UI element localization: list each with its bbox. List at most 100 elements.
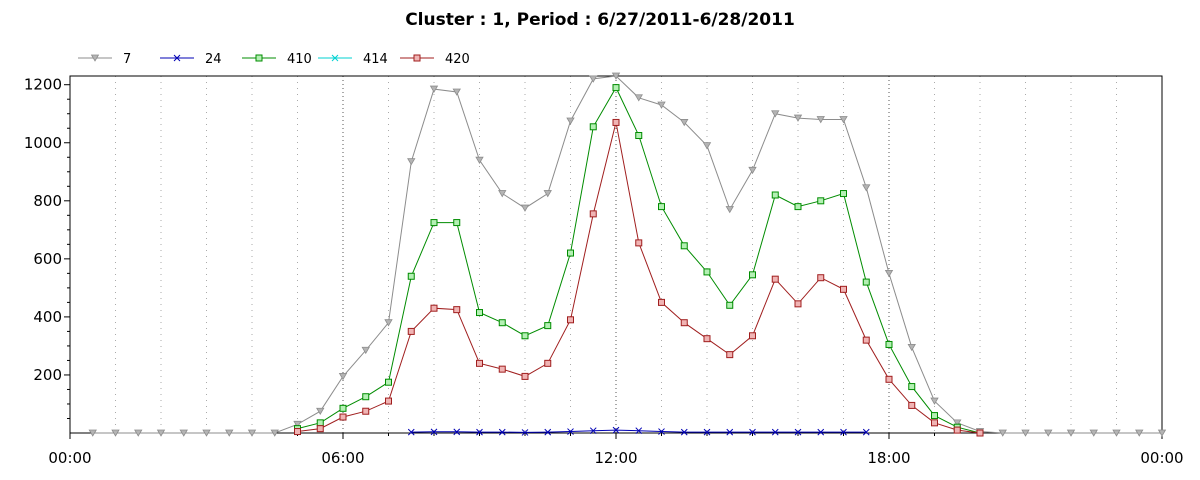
data-point	[794, 300, 802, 308]
data-point	[930, 397, 939, 405]
legend-item-414: 414	[318, 52, 388, 67]
data-point	[612, 426, 620, 434]
data-point	[225, 429, 234, 437]
data-point	[498, 319, 506, 327]
data-point	[635, 132, 643, 139]
data-point	[680, 428, 688, 436]
data-point	[771, 110, 780, 118]
data-point	[680, 242, 688, 250]
data-point	[884, 269, 894, 278]
data-point	[658, 203, 665, 211]
data-point	[908, 383, 916, 391]
data-point	[862, 278, 870, 286]
data-point	[521, 332, 529, 340]
data-point	[612, 84, 620, 92]
data-point	[361, 346, 370, 355]
data-point	[430, 428, 438, 436]
data-point	[953, 426, 961, 434]
data-point	[885, 375, 893, 383]
data-point	[657, 101, 666, 109]
data-point	[339, 413, 347, 421]
data-point	[749, 271, 756, 279]
x-tick-label: 12:00	[594, 449, 637, 467]
data-point	[339, 404, 347, 412]
legend-item-7: 7	[78, 52, 131, 67]
data-point	[453, 428, 461, 436]
series-line	[92, 75, 1162, 434]
data-point	[362, 393, 370, 401]
data-point	[452, 88, 461, 96]
data-point	[862, 428, 870, 436]
data-point	[840, 285, 847, 293]
data-point	[430, 219, 438, 227]
data-point	[413, 54, 421, 62]
data-point	[521, 429, 529, 436]
data-point	[476, 309, 483, 317]
data-point	[566, 117, 575, 125]
data-point	[202, 429, 211, 437]
grid-lines	[115, 76, 1117, 433]
legend-label: 24	[205, 52, 222, 67]
data-point	[635, 239, 643, 247]
plot-frame	[69, 75, 1163, 434]
data-point	[453, 219, 461, 227]
data-point	[771, 191, 779, 199]
data-point	[907, 343, 916, 352]
data-point	[270, 429, 279, 437]
data-point	[611, 72, 621, 80]
data-point	[680, 119, 689, 127]
data-point	[111, 429, 120, 437]
data-point	[173, 54, 181, 62]
x-tick-label: 18:00	[867, 449, 910, 467]
data-point	[156, 429, 166, 437]
y-tick-label: 1200	[24, 76, 62, 94]
series-420	[294, 118, 984, 437]
data-point	[793, 114, 803, 122]
chart-title: Cluster : 1, Period : 6/27/2011-6/28/201…	[405, 10, 795, 30]
data-point	[1021, 429, 1030, 437]
data-point	[726, 351, 734, 359]
data-point	[247, 429, 257, 437]
data-point	[658, 298, 665, 306]
data-point	[589, 75, 598, 83]
data-point	[840, 428, 847, 436]
data-point	[589, 210, 597, 218]
data-point	[703, 268, 711, 276]
data-point	[634, 94, 643, 102]
data-point	[612, 118, 620, 126]
series-7	[88, 72, 1167, 437]
data-point	[567, 316, 574, 324]
data-point	[589, 427, 597, 435]
data-point	[702, 142, 712, 150]
data-point	[794, 203, 802, 211]
legend-item-410: 410	[242, 52, 312, 67]
data-point	[1044, 429, 1053, 437]
series-group	[88, 72, 1167, 437]
x-tick-label: 00:00	[1140, 449, 1183, 467]
data-point	[1089, 429, 1098, 437]
data-point	[544, 428, 552, 436]
legend-label: 420	[445, 52, 470, 67]
data-point	[385, 378, 392, 386]
x-tick-label: 00:00	[48, 449, 91, 467]
data-point	[179, 429, 188, 437]
data-point	[931, 419, 938, 427]
legend-item-420: 420	[400, 52, 470, 67]
data-point	[771, 428, 779, 436]
data-point	[749, 332, 756, 340]
data-point	[316, 419, 324, 427]
data-point	[544, 359, 552, 367]
data-point	[816, 116, 825, 124]
data-point	[1066, 429, 1076, 437]
series-line	[297, 122, 981, 434]
data-point	[90, 54, 100, 62]
data-point	[293, 420, 302, 429]
data-point	[976, 429, 984, 437]
data-point	[134, 429, 143, 437]
data-point	[255, 54, 263, 62]
data-point	[703, 428, 711, 436]
data-point	[748, 166, 757, 175]
data-point	[817, 274, 825, 282]
data-point	[331, 54, 339, 62]
data-point	[1135, 429, 1144, 437]
